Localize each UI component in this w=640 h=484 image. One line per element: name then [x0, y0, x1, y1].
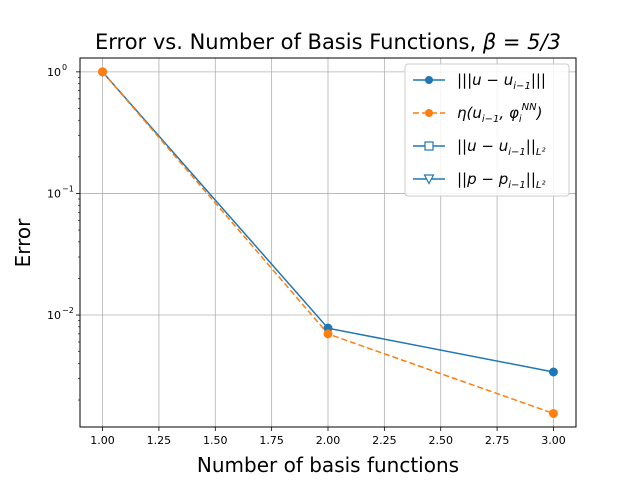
y-tick-exponent: 0 — [62, 63, 67, 72]
x-tick-label: 1.00 — [90, 434, 115, 447]
legend-marker-4 — [423, 174, 435, 185]
legend-label-3: ||u − ui−1||L² — [457, 137, 545, 158]
y-tick-label: 10 — [47, 309, 61, 322]
x-tick-label: 2.50 — [428, 434, 453, 447]
x-tick-label: 1.25 — [147, 434, 172, 447]
series-1-point — [548, 367, 558, 377]
legend-label-1: |||u − ui−1||| — [457, 71, 546, 92]
y-axis-label: Error — [11, 218, 35, 268]
series-2-point — [323, 329, 333, 339]
chart-title: Error vs. Number of Basis Functions, β =… — [95, 30, 561, 54]
legend-marker-3 — [424, 141, 434, 151]
x-axis-ticks: 1.00 1.25 1.50 1.75 2.00 2.25 2.50 2.75 3.00 — [90, 427, 566, 447]
legend-box — [404, 63, 570, 197]
y-tick-label: 10 — [47, 66, 61, 79]
legend-label-2: η(ui−1, φiNN) — [457, 102, 542, 125]
x-tick-label: 2.25 — [372, 434, 397, 447]
x-tick-label: 2.75 — [485, 434, 510, 447]
legend: |||u − ui−1||| η(ui−1, φiNN) ||u − ui−1||L… — [404, 63, 570, 197]
x-tick-label: 3.00 — [541, 434, 566, 447]
series-layer — [98, 67, 558, 418]
x-axis-label: Number of basis functions — [197, 453, 459, 477]
x-tick-label: 2.00 — [316, 434, 341, 447]
x-tick-label: 1.50 — [203, 434, 228, 447]
series-2-point — [98, 67, 108, 77]
x-tick-label: 1.75 — [259, 434, 284, 447]
y-tick-label: 10 — [47, 187, 61, 200]
y-tick-exponent: −2 — [62, 306, 74, 315]
legend-label-4: ||p − pi−1||L² — [457, 170, 546, 191]
legend-marker-2 — [425, 109, 433, 117]
series-2-point — [548, 408, 558, 418]
y-tick-exponent: −1 — [62, 184, 74, 193]
legend-marker-1 — [425, 76, 433, 84]
